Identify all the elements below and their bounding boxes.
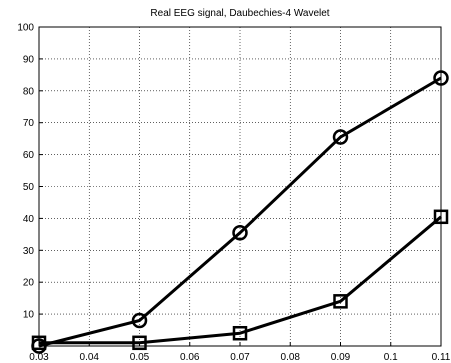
x-tick-label: 0.1	[384, 352, 398, 363]
x-axis: 0.03 0.04 0.05 0.06 0.07 0.08 0.09 0.1 0.11	[29, 342, 451, 363]
circle-marker	[332, 129, 349, 145]
x-tick-label: 0.07	[230, 352, 250, 363]
square-marker	[31, 335, 47, 351]
y-tick-label: 70	[23, 118, 35, 129]
x-tick-label: 0.06	[180, 352, 200, 363]
square-marker	[333, 294, 348, 309]
series-line	[38, 76, 442, 348]
y-tick-label: 10	[23, 310, 35, 321]
chart-title: Real EEG signal, Daubechies-4 Wavelet	[150, 8, 329, 19]
y-tick-label: 30	[23, 246, 35, 257]
x-tick-label: 0.03	[29, 352, 49, 363]
y-tick-label: 50	[23, 182, 35, 193]
y-tick-label: 40	[23, 214, 35, 225]
y-tick-label: 60	[23, 150, 35, 161]
x-tick-label: 0.08	[281, 352, 301, 363]
square-marker	[132, 335, 147, 351]
circle-marker	[131, 312, 148, 329]
y-tick-label: 100	[17, 23, 34, 34]
y-tick-label: 20	[23, 278, 35, 289]
series-line	[39, 215, 442, 345]
x-tick-label: 0.11	[432, 352, 451, 363]
series-2-square	[31, 209, 449, 351]
x-tick-label: 0.09	[331, 352, 351, 363]
y-tick-label: 80	[23, 86, 35, 97]
square-marker	[232, 325, 248, 341]
series-1-circle	[31, 70, 449, 354]
x-tick-label: 0.04	[80, 352, 100, 363]
y-axis: 10 20 30 40 50 60 70 80 90 100	[17, 23, 43, 321]
y-tick-label: 90	[23, 54, 35, 65]
series-layer	[31, 70, 449, 354]
circle-marker	[232, 225, 248, 241]
x-tick-label: 0.05	[130, 352, 150, 363]
circle-marker	[433, 70, 449, 86]
square-marker	[433, 209, 449, 225]
grid	[39, 27, 441, 346]
